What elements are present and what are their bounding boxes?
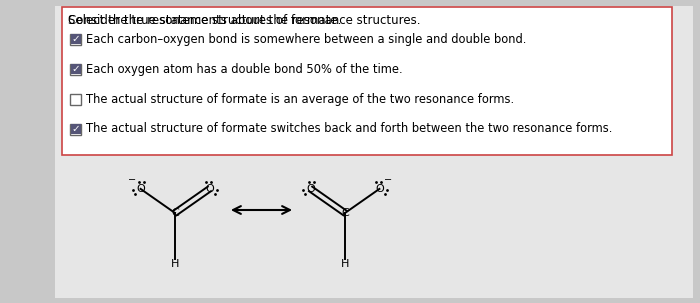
FancyBboxPatch shape [71, 124, 80, 134]
Text: ✓: ✓ [71, 64, 80, 74]
Text: The actual structure of formate switches back and forth between the two resonanc: The actual structure of formate switches… [86, 122, 612, 135]
Text: Select the true statements about the resonance structures.: Select the true statements about the res… [68, 14, 421, 27]
Text: C: C [171, 208, 179, 218]
Text: Consider the resonance structures of formate.: Consider the resonance structures of for… [68, 14, 342, 27]
Text: O: O [136, 184, 145, 194]
Text: −: − [384, 175, 393, 185]
FancyBboxPatch shape [71, 34, 80, 44]
Text: Each carbon–oxygen bond is somewhere between a single and double bond.: Each carbon–oxygen bond is somewhere bet… [86, 32, 526, 45]
Text: −: − [127, 175, 136, 185]
FancyBboxPatch shape [71, 64, 80, 74]
FancyBboxPatch shape [70, 64, 81, 75]
Text: ✓: ✓ [71, 124, 80, 134]
Text: H: H [171, 259, 179, 269]
Text: C: C [341, 208, 349, 218]
Text: O: O [306, 184, 315, 194]
FancyBboxPatch shape [70, 124, 81, 135]
FancyBboxPatch shape [55, 6, 693, 298]
FancyBboxPatch shape [70, 94, 81, 105]
Text: ✓: ✓ [71, 34, 80, 44]
Text: The actual structure of formate is an average of the two resonance forms.: The actual structure of formate is an av… [86, 92, 514, 105]
Text: Each oxygen atom has a double bond 50% of the time.: Each oxygen atom has a double bond 50% o… [86, 62, 402, 75]
Text: O: O [205, 184, 214, 194]
Text: O: O [375, 184, 384, 194]
FancyBboxPatch shape [70, 34, 81, 45]
FancyBboxPatch shape [62, 7, 672, 155]
Text: H: H [341, 259, 349, 269]
